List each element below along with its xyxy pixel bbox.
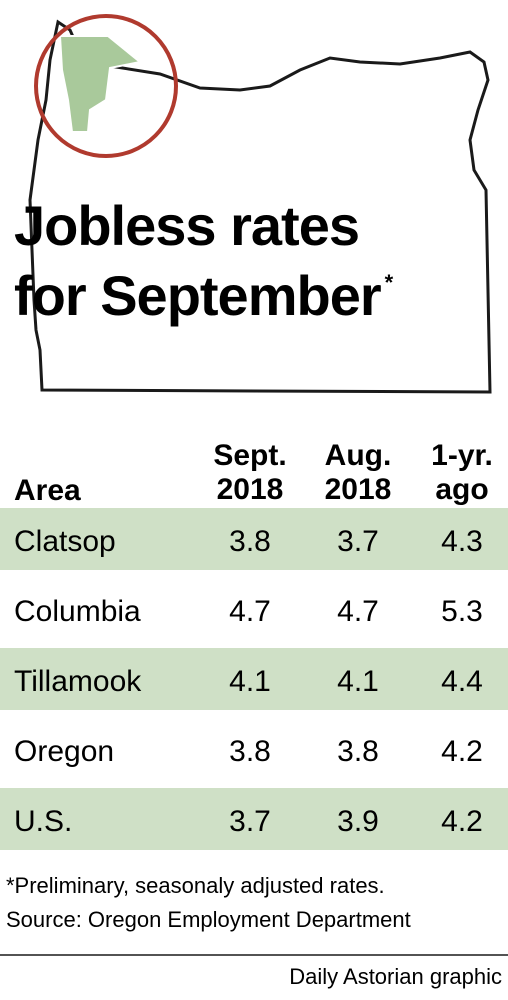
- table-rows: Clatsop 3.8 3.7 4.3 Columbia 4.7 4.7 5.3 Tillamo…: [0, 508, 508, 850]
- row-area: Oregon: [14, 735, 114, 768]
- row-value: 3.9: [337, 805, 379, 838]
- header-column: Aug.: [325, 439, 392, 472]
- row-band: [0, 648, 508, 710]
- header-column: 2018: [217, 473, 284, 506]
- row-area: Columbia: [14, 595, 141, 628]
- row-value: 3.8: [229, 525, 271, 558]
- region-highlight: [34, 14, 178, 158]
- row-band: [0, 508, 508, 570]
- row-value: 5.3: [441, 595, 483, 628]
- row-value: 4.7: [229, 595, 271, 628]
- region-counties: [58, 35, 143, 133]
- row-value: 4.3: [441, 525, 483, 558]
- row-band: [0, 788, 508, 850]
- row-value: 4.7: [337, 595, 379, 628]
- row-value: 3.8: [337, 735, 379, 768]
- row-value: 4.1: [337, 665, 379, 698]
- credit: Daily Astorian graphic: [289, 964, 502, 989]
- row-value: 3.7: [229, 805, 271, 838]
- header-column: 2018: [325, 473, 392, 506]
- row-value: 3.7: [337, 525, 379, 558]
- title-line: for September: [14, 264, 381, 327]
- row-area: Tillamook: [14, 665, 142, 698]
- row-value: 4.1: [229, 665, 271, 698]
- row-area: U.S.: [14, 805, 72, 838]
- row-value: 4.2: [441, 805, 483, 838]
- header-column: Sept.: [213, 439, 286, 472]
- row-value: 4.2: [441, 735, 483, 768]
- footnote: Source: Oregon Employment Department: [6, 907, 411, 932]
- header-column: ago: [435, 473, 488, 506]
- header-column: 1-yr.: [431, 439, 493, 472]
- row-value: 3.8: [229, 735, 271, 768]
- oregon-outline: [28, 19, 492, 394]
- row-area: Clatsop: [14, 525, 116, 558]
- title-line: Jobless rates: [14, 194, 359, 257]
- header-area: Area: [14, 474, 81, 507]
- row-value: 4.4: [441, 665, 483, 698]
- title-mark: *: [385, 270, 394, 295]
- footnote: *Preliminary, seasonaly adjusted rates.: [6, 873, 385, 898]
